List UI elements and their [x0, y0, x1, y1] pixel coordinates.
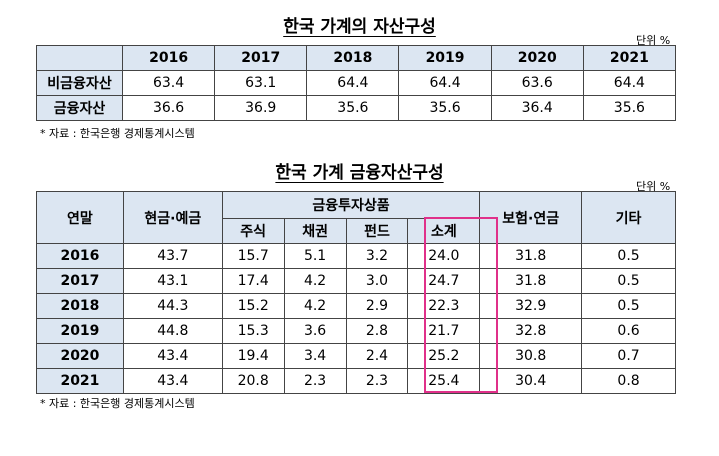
row-label: 2017 [36, 268, 124, 294]
cell-fund: 2.8 [345, 318, 409, 344]
table2-subheader-row: 주식 채권 펀드 소계 [37, 218, 676, 244]
cell-subtotal: 25.2 [407, 343, 481, 369]
table2-source-note: * 자료 : 한국은행 경제통계시스템 [40, 397, 195, 410]
row-label: 2020 [36, 343, 124, 369]
cell-value: 36.4 [490, 95, 584, 121]
cell-bond: 4.2 [283, 293, 347, 319]
cell-subtotal: 22.3 [407, 293, 481, 319]
cell-subtotal: 25.4 [407, 368, 481, 394]
cell-stock: 20.8 [221, 368, 285, 394]
cash-deposit-header: 현금·예금 [122, 191, 223, 244]
table1-title: 한국 가계의 자산구성 [283, 17, 436, 37]
cell-cash: 43.1 [122, 268, 223, 294]
cell-bond: 5.1 [283, 243, 347, 269]
row-label: 2016 [36, 243, 124, 269]
table-row: 금융자산 36.6 36.9 35.6 35.6 36.4 35.6 [36, 95, 677, 121]
cell-stock: 15.3 [221, 318, 285, 344]
cell-cash: 43.4 [122, 368, 223, 394]
cell-other: 0.5 [581, 268, 676, 294]
cell-insurance: 32.9 [479, 293, 583, 319]
cell-insurance: 30.4 [479, 368, 583, 394]
cell-other: 0.8 [581, 368, 676, 394]
row-label: 2021 [36, 368, 124, 394]
table2-title: 한국 가계 금융자산구성 [275, 163, 444, 183]
table1-unit: 단위 % [636, 34, 671, 47]
year-end-header: 연말 [36, 191, 124, 244]
cell-subtotal: 24.0 [407, 243, 481, 269]
cell-other: 0.7 [581, 343, 676, 369]
table-row: 2018 44.3 15.2 4.2 2.9 22.3 32.9 0.5 [36, 293, 676, 319]
cell-bond: 4.2 [283, 268, 347, 294]
cell-other: 0.5 [581, 293, 676, 319]
cell-fund: 3.2 [345, 243, 409, 269]
cell-stock: 19.4 [221, 343, 285, 369]
year-header: 2020 [490, 45, 584, 71]
cell-value: 35.6 [398, 95, 492, 121]
table1-corner [36, 45, 123, 71]
household-financial-asset-table: 연말 현금·예금 금융투자상품 보험·연금 기타 주식 채권 펀드 소계 201… [36, 191, 676, 394]
table-row: 2020 43.4 19.4 3.4 2.4 25.2 30.8 0.7 [36, 343, 676, 369]
table2-header-row: 연말 현금·예금 금융투자상품 보험·연금 기타 [36, 191, 676, 244]
other-header: 기타 [581, 191, 676, 244]
cell-value: 35.6 [582, 95, 677, 121]
subtotal-header: 소계 [407, 218, 481, 244]
row-label: 비금융자산 [36, 70, 123, 96]
year-header: 2019 [398, 45, 492, 71]
cell-value: 36.6 [121, 95, 216, 121]
cell-value: 64.4 [306, 70, 400, 96]
cell-fund: 2.9 [345, 293, 409, 319]
cell-bond: 3.4 [283, 343, 347, 369]
table-row: 2016 43.7 15.7 5.1 3.2 24.0 31.8 0.5 [36, 243, 676, 269]
table-row: 2017 43.1 17.4 4.2 3.0 24.7 31.8 0.5 [36, 268, 676, 294]
table-row: 비금융자산 63.4 63.1 64.4 64.4 63.6 64.4 [36, 70, 677, 96]
table1-source-note: * 자료 : 한국은행 경제통계시스템 [40, 127, 195, 140]
cell-stock: 17.4 [221, 268, 285, 294]
cell-value: 63.1 [214, 70, 308, 96]
table2-unit: 단위 % [636, 180, 671, 193]
cell-value: 36.9 [214, 95, 308, 121]
cell-fund: 3.0 [345, 268, 409, 294]
cell-bond: 3.6 [283, 318, 347, 344]
cell-bond: 2.3 [283, 368, 347, 394]
cell-other: 0.5 [581, 243, 676, 269]
row-label: 2018 [36, 293, 124, 319]
financial-investment-header: 금융투자상품 [221, 191, 481, 219]
cell-subtotal: 21.7 [407, 318, 481, 344]
cell-cash: 43.4 [122, 343, 223, 369]
cell-value: 63.6 [490, 70, 584, 96]
year-header: 2017 [214, 45, 308, 71]
fund-header: 펀드 [345, 218, 409, 244]
row-label: 금융자산 [36, 95, 123, 121]
cell-value: 35.6 [306, 95, 400, 121]
cell-value: 64.4 [582, 70, 677, 96]
cell-insurance: 32.8 [479, 318, 583, 344]
cell-cash: 44.8 [122, 318, 223, 344]
table-row: 2021 43.4 20.8 2.3 2.3 25.4 30.4 0.8 [36, 368, 676, 394]
year-header: 2016 [121, 45, 216, 71]
cell-subtotal: 24.7 [407, 268, 481, 294]
cell-insurance: 31.8 [479, 243, 583, 269]
bond-header: 채권 [283, 218, 347, 244]
year-header: 2021 [582, 45, 677, 71]
cell-value: 63.4 [121, 70, 216, 96]
cell-value: 64.4 [398, 70, 492, 96]
year-header: 2018 [306, 45, 400, 71]
cell-cash: 44.3 [122, 293, 223, 319]
stock-header: 주식 [221, 218, 285, 244]
cell-fund: 2.3 [345, 368, 409, 394]
table-row: 2019 44.8 15.3 3.6 2.8 21.7 32.8 0.6 [36, 318, 676, 344]
cell-other: 0.6 [581, 318, 676, 344]
cell-stock: 15.7 [221, 243, 285, 269]
insurance-pension-header: 보험·연금 [479, 191, 583, 244]
cell-insurance: 30.8 [479, 343, 583, 369]
household-asset-table: 2016 2017 2018 2019 2020 2021 비금융자산 63.4… [36, 45, 677, 121]
row-label: 2019 [36, 318, 124, 344]
table1-header-row: 2016 2017 2018 2019 2020 2021 [36, 45, 677, 71]
cell-insurance: 31.8 [479, 268, 583, 294]
cell-cash: 43.7 [122, 243, 223, 269]
cell-fund: 2.4 [345, 343, 409, 369]
cell-stock: 15.2 [221, 293, 285, 319]
